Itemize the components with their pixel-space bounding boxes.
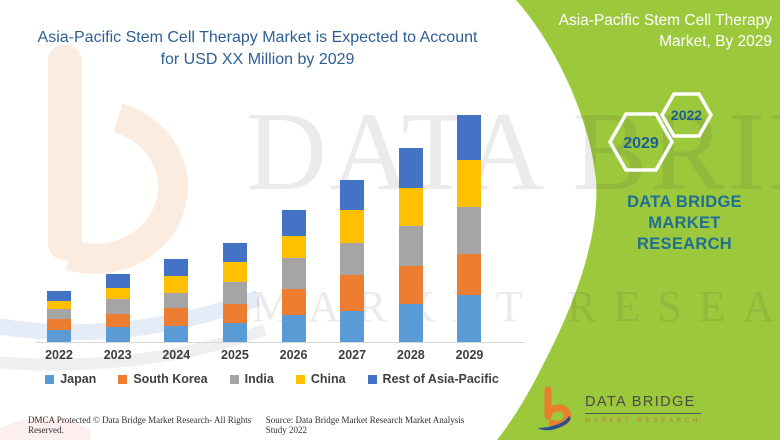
bar-segment-2026-rest-of-asia-pacific (281, 210, 306, 236)
legend-item-rest-of-asia-pacific: Rest of Asia-Pacific (367, 372, 499, 386)
bar-segment-2022-japan (47, 330, 71, 342)
legend-item-japan: Japan (45, 372, 96, 386)
bar-segment-2028-japan (398, 304, 423, 342)
legend-swatch (229, 374, 239, 384)
bar-segment-2029-japan (457, 295, 482, 342)
legend-swatch (367, 374, 377, 384)
watermark-b-stem (48, 45, 82, 260)
bar-segment-2025-rest-of-asia-pacific (222, 243, 247, 262)
legend-swatch (45, 374, 55, 384)
side-panel-title-line1: Asia-Pacific Stem Cell Therapy (558, 12, 772, 29)
legend-label: Japan (60, 372, 97, 386)
footer: DMCA Protected © Data Bridge Market Rese… (28, 415, 486, 435)
chart-title: Asia-Pacific Stem Cell Therapy Market is… (5, 27, 510, 71)
bar-segment-2024-china (164, 276, 189, 293)
bar-segment-2029-rest-of-asia-pacific (457, 115, 482, 160)
footer-copyright: DMCA Protected © Data Bridge Market Rese… (28, 415, 252, 435)
bar-segment-2023-india (105, 299, 130, 314)
bar-segment-2026-india (281, 258, 306, 289)
bar-segment-2029-south-korea (457, 254, 482, 295)
bar-segment-2026-south-korea (281, 289, 306, 315)
x-axis-label-2027: 2027 (338, 348, 367, 362)
bar-segment-2023-china (105, 288, 130, 299)
x-axis-line (36, 342, 525, 343)
bar-segment-2028-rest-of-asia-pacific (398, 148, 423, 188)
bar-segment-2029-china (457, 160, 482, 207)
side-panel-title-line2: Market, By 2029 (659, 33, 772, 50)
legend-item-china: China (295, 372, 346, 386)
bar-chart: 2022 2023 2024 2025 2026 2027 2028 2029 (35, 95, 530, 362)
bar-segment-2028-south-korea (398, 266, 423, 304)
bar-segment-2025-india (222, 282, 247, 304)
x-axis-label-2023: 2023 (103, 348, 132, 362)
bar-segment-2026-japan (281, 315, 306, 342)
bar-segment-2025-japan (222, 323, 247, 342)
bar-segment-2024-japan (164, 326, 189, 342)
hexagon-2022-label: 2022 (671, 107, 702, 123)
bar-segment-2028-china (398, 188, 423, 226)
watermark-corner-wash (0, 417, 90, 440)
legend-label: China (310, 372, 346, 386)
bar-segment-2027-india (340, 243, 365, 275)
bar-segment-2027-japan (340, 311, 365, 342)
legend-item-india: India (229, 372, 274, 386)
chart-title-line1: Asia-Pacific Stem Cell Therapy Market is… (37, 29, 478, 46)
bar-segment-2024-south-korea (164, 308, 189, 326)
legend-item-south-korea: South Korea (118, 372, 208, 386)
watermark-text-line2: MARKET RESEARCH (252, 282, 780, 331)
bar-segment-2024-rest-of-asia-pacific (164, 259, 189, 276)
x-axis-label-2026: 2026 (279, 348, 308, 362)
brand-text-line2: RESEARCH (637, 235, 732, 253)
year-hexagons: 2029 2022 (607, 92, 714, 172)
legend-swatch (118, 374, 128, 384)
watermark-b-loop (65, 103, 188, 274)
brand-text: DATA BRIDGE MARKET RESEARCH (592, 192, 777, 255)
legend-label: Rest of Asia-Pacific (382, 372, 499, 386)
logo-b-icon (537, 386, 571, 431)
logo-swoosh (537, 416, 571, 431)
bar-segment-2025-china (222, 262, 247, 282)
bar-segment-2022-china (47, 301, 71, 309)
bar-segment-2024-india (164, 293, 189, 308)
hexagon-2029-label: 2029 (623, 135, 659, 152)
chart-title-line2: for USD XX Million by 2029 (160, 51, 355, 68)
legend-swatch (295, 374, 305, 384)
legend-label: India (244, 372, 274, 386)
bar-segment-2023-south-korea (105, 314, 130, 327)
bar-segment-2023-japan (105, 327, 130, 342)
legend-label: South Korea (133, 372, 208, 386)
footer-source: Source: Data Bridge Market Research Mark… (265, 415, 465, 435)
bar-segment-2022-india (47, 309, 71, 319)
logo-name: DATA BRIDGE (585, 394, 701, 414)
bar-segment-2027-south-korea (340, 275, 365, 311)
bar-segment-2023-rest-of-asia-pacific (105, 274, 130, 288)
bar-segment-2027-rest-of-asia-pacific (340, 180, 365, 210)
bar-segment-2025-south-korea (222, 304, 247, 323)
logo-subtext: MARKET RESEARCH (585, 417, 701, 424)
bar-segment-2027-china (340, 210, 365, 243)
brand-text-line1: DATA BRIDGE MARKET (627, 193, 742, 232)
bar-segment-2029-india (457, 207, 482, 254)
bar-segment-2022-south-korea (47, 319, 71, 330)
bar-segment-2028-india (398, 226, 423, 266)
hexagon-2022 (659, 92, 714, 138)
x-axis-label-2022: 2022 (45, 348, 73, 362)
bar-segment-2026-china (281, 236, 306, 258)
x-axis-label-2029: 2029 (455, 348, 484, 362)
x-axis-label-2025: 2025 (221, 348, 249, 362)
chart-legend: Japan South Korea India China Rest of Asia-P… (22, 372, 522, 386)
logo-text: DATA BRIDGE MARKET RESEARCH (585, 386, 701, 424)
x-axis-label-2024: 2024 (162, 348, 191, 362)
x-axis-label-2028: 2028 (396, 348, 425, 362)
data-bridge-logo: DATA BRIDGE MARKET RESEARCH (536, 386, 701, 436)
hexagon-2029 (607, 112, 675, 172)
watermark-text-line1: DATA BRIDGE (246, 90, 780, 214)
side-panel-title: Asia-Pacific Stem Cell Therapy Market, B… (522, 10, 772, 52)
bar-segment-2022-rest-of-asia-pacific (47, 291, 71, 301)
